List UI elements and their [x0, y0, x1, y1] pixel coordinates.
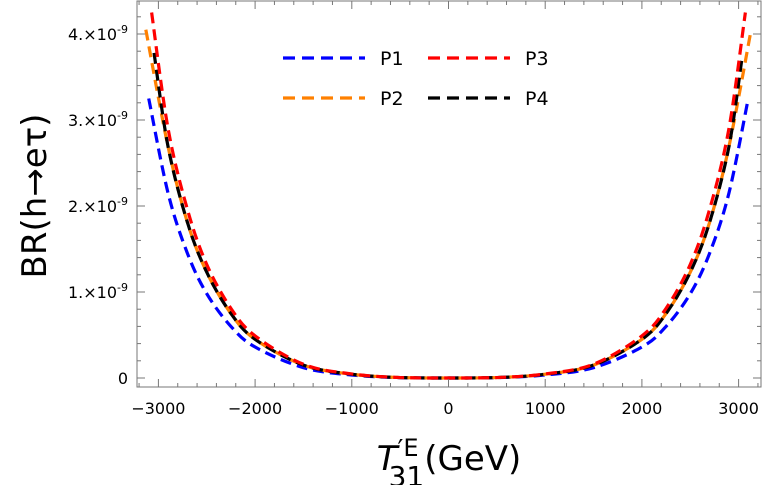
- legend-label-p1: P1: [380, 48, 404, 70]
- x-tick-label: −2000: [228, 399, 282, 418]
- x-tick-label: −3000: [131, 399, 185, 418]
- y-tick-labels: 0 1.×10-9 2.×10-9 3.×10-9 4.×10-9: [68, 23, 128, 388]
- x-tick-label: 0: [443, 399, 453, 418]
- x-tick-label: −1000: [325, 399, 379, 418]
- x-tick-label: 3000: [718, 399, 759, 418]
- series-line-p2: [144, 29, 753, 380]
- y-tick-label: 2.×10-9: [68, 195, 128, 216]
- x-tick-labels: −3000 −2000 −1000 0 1000 2000 3000: [131, 399, 759, 418]
- axis-ticks: [137, 1, 761, 387]
- x-tick-label: 1000: [525, 399, 566, 418]
- series-curves: [144, 12, 753, 380]
- y-axis-title: BR(h→eτ): [15, 114, 55, 279]
- legend-label-p4: P4: [525, 88, 549, 110]
- x-tick-label: 2000: [622, 399, 663, 418]
- y-tick-label: 1.×10-9: [68, 281, 128, 302]
- legend-label-p3: P3: [525, 48, 549, 70]
- y-tick-label: 0: [118, 369, 128, 388]
- series-line-p3: [150, 12, 747, 380]
- legend-label-p2: P2: [380, 88, 404, 110]
- legend: P1 P2 P3 P4: [283, 48, 549, 110]
- x-axis-title: T′E 31(GeV): [377, 434, 522, 485]
- series-line-p1: [147, 98, 750, 380]
- y-tick-label: 3.×10-9: [68, 109, 128, 130]
- y-tick-label: 4.×10-9: [68, 23, 128, 44]
